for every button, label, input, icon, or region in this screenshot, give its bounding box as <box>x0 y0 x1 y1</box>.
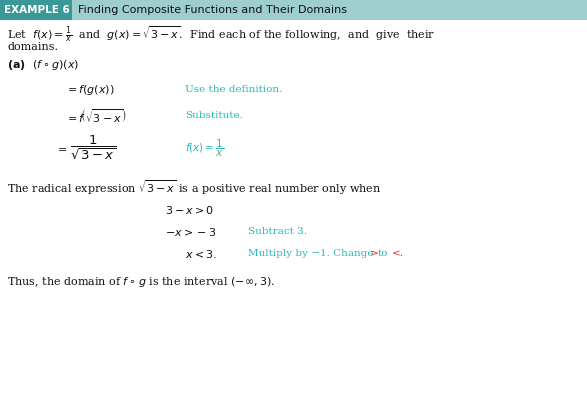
Text: Thus, the domain of $f \circ g$ is the interval $(-\infty, 3)$.: Thus, the domain of $f \circ g$ is the i… <box>7 275 275 289</box>
Text: Let  $f(x) = \frac{1}{x}$  and  $g(x) = \sqrt{3 - x}$.  Find each of the followi: Let $f(x) = \frac{1}{x}$ and $g(x) = \sq… <box>7 24 435 44</box>
Text: $x < 3.$: $x < 3.$ <box>185 248 217 260</box>
Text: $f(x) = \dfrac{1}{x}$: $f(x) = \dfrac{1}{x}$ <box>185 137 224 159</box>
Text: $(f \circ g)(x)$: $(f \circ g)(x)$ <box>32 58 79 72</box>
Text: $-x > -3$: $-x > -3$ <box>165 226 217 238</box>
Text: Use the definition.: Use the definition. <box>185 85 282 94</box>
Bar <box>0 0 587 20</box>
Text: The radical expression $\sqrt{3 - x}$ is a positive real number only when: The radical expression $\sqrt{3 - x}$ is… <box>7 179 381 197</box>
Text: Finding Composite Functions and Their Domains: Finding Composite Functions and Their Do… <box>78 5 347 15</box>
Text: Subtract 3.: Subtract 3. <box>248 227 307 236</box>
Text: >: > <box>370 249 379 258</box>
Text: Substitute.: Substitute. <box>185 112 243 121</box>
Text: <.: <. <box>392 249 404 258</box>
Text: EXAMPLE 6: EXAMPLE 6 <box>4 5 70 15</box>
Text: $= f\!\left(\sqrt{3 - x}\right)$: $= f\!\left(\sqrt{3 - x}\right)$ <box>65 108 127 124</box>
Text: $\dfrac{1}{\sqrt{3 - x}}$: $\dfrac{1}{\sqrt{3 - x}}$ <box>70 134 116 162</box>
Text: domains.: domains. <box>7 42 58 52</box>
Bar <box>0 0 72 20</box>
Text: $\mathbf{(a)}$: $\mathbf{(a)}$ <box>7 58 26 72</box>
Text: Multiply by −1. Change: Multiply by −1. Change <box>248 249 373 258</box>
Text: $3 - x > 0$: $3 - x > 0$ <box>165 204 214 216</box>
Text: $=$: $=$ <box>55 143 68 153</box>
Text: $= f(g(x))$: $= f(g(x))$ <box>65 83 114 97</box>
Text: to: to <box>378 249 389 258</box>
